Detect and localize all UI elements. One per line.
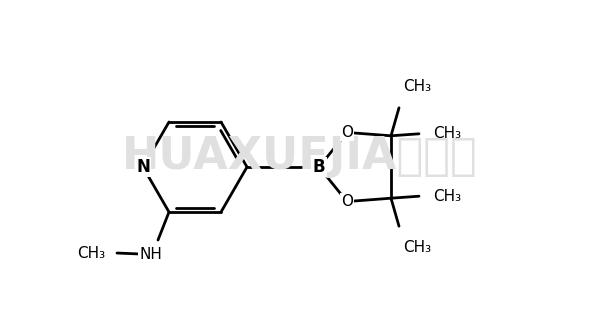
Text: CH₃: CH₃ bbox=[403, 79, 431, 94]
Text: CH₃: CH₃ bbox=[77, 245, 105, 261]
Text: CH₃: CH₃ bbox=[403, 240, 431, 255]
Text: O: O bbox=[341, 125, 353, 140]
Text: CH₃: CH₃ bbox=[433, 126, 461, 141]
Text: HUAXUEJIA化学加: HUAXUEJIA化学加 bbox=[122, 135, 478, 179]
Text: B: B bbox=[313, 158, 325, 176]
Text: CH₃: CH₃ bbox=[433, 189, 461, 204]
Text: N: N bbox=[136, 158, 150, 176]
Text: O: O bbox=[341, 194, 353, 209]
Text: NH: NH bbox=[140, 247, 163, 261]
